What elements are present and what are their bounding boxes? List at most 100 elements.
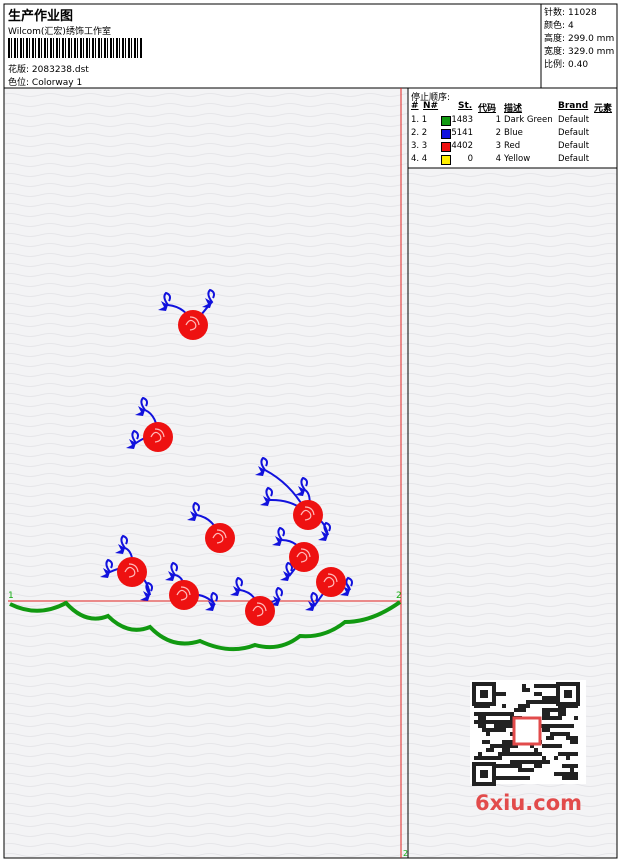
- qr-cell: [518, 760, 522, 764]
- qr-cell: [534, 752, 538, 756]
- stat-row: 高度: 299.0 mm: [544, 31, 614, 44]
- qr-cell: [498, 728, 502, 732]
- leaf: [272, 536, 282, 546]
- tendril: [300, 476, 311, 516]
- qr-cell: [550, 716, 554, 720]
- qr-cell: [526, 700, 530, 704]
- color-swatch: [441, 155, 451, 165]
- qr-cell: [526, 776, 530, 780]
- leaf: [126, 439, 136, 449]
- qr-cell: [538, 692, 542, 696]
- rose: [117, 557, 147, 587]
- brand: Default: [558, 141, 590, 151]
- stat-row: 比例: 0.40: [544, 57, 614, 70]
- qr-cell: [542, 708, 546, 712]
- stop-table: # N# St. 代码 描述 Brand 元素 1. 1 1483 1 Dark Green Defa…: [410, 101, 616, 167]
- stat-label: 针数:: [544, 8, 566, 18]
- qr-cell: [522, 704, 526, 708]
- qr-cell: [562, 724, 566, 728]
- rose: [205, 523, 235, 553]
- qr-cell: [562, 776, 566, 780]
- row-index: 2. 2: [411, 128, 428, 138]
- qr-cell: [562, 772, 566, 776]
- qr-cell: [530, 700, 534, 704]
- stitches: 0: [467, 154, 473, 164]
- qr-cell: [570, 776, 574, 780]
- qr-cell: [482, 716, 486, 720]
- qr-cell: [494, 720, 498, 724]
- qr-cell: [534, 764, 538, 768]
- qr-cell: [502, 724, 506, 728]
- qr-cell: [574, 736, 578, 740]
- qr-cell: [546, 760, 550, 764]
- stat-row: 针数: 11028: [544, 5, 614, 18]
- qr-cell: [542, 712, 546, 716]
- qr-cell: [570, 752, 574, 756]
- barcode: [8, 38, 142, 58]
- tendril: [163, 291, 194, 326]
- design-value: 2083238.dst: [31, 65, 89, 75]
- qr-code: [470, 680, 586, 786]
- qr-cell: [570, 768, 574, 772]
- rose: [178, 310, 208, 340]
- brand: Default: [558, 128, 590, 138]
- color-swatch: [441, 142, 451, 152]
- colorway-value: Colorway 1: [31, 78, 83, 88]
- qr-cell: [550, 736, 554, 740]
- qr-cell: [490, 756, 494, 760]
- qr-cell: [570, 740, 574, 744]
- qr-cell: [538, 764, 542, 768]
- flowers: [100, 288, 353, 626]
- leaf: [280, 571, 290, 581]
- qr-cell: [558, 744, 562, 748]
- qr-cell: [518, 704, 522, 708]
- qr-cell: [478, 712, 482, 716]
- leaf: [255, 466, 265, 476]
- qr-cell: [510, 760, 514, 764]
- qr-cell: [502, 712, 506, 716]
- qr-cell: [550, 724, 554, 728]
- qr-cell: [546, 712, 550, 716]
- qr-cell: [486, 748, 490, 752]
- qr-cell: [550, 700, 554, 704]
- qr-cell: [482, 712, 486, 716]
- qr-cell: [490, 728, 494, 732]
- qr-cell: [518, 768, 522, 772]
- brand: Default: [558, 115, 590, 125]
- qr-cell: [534, 684, 538, 688]
- qr-cell: [510, 764, 514, 768]
- qr-cell: [478, 716, 482, 720]
- leaf: [295, 486, 305, 496]
- qr-cell: [510, 744, 514, 748]
- description: Dark Green: [504, 115, 553, 125]
- rose-swirl: [212, 529, 227, 544]
- rose-swirl: [300, 506, 315, 521]
- rose: [143, 422, 173, 452]
- brand: Default: [558, 154, 590, 164]
- tendril: [192, 501, 221, 539]
- tendril: [260, 456, 309, 516]
- row-index: 1. 1: [411, 115, 428, 125]
- qr-cell: [538, 700, 542, 704]
- qr-cell: [526, 688, 530, 692]
- column-header: 元素: [594, 104, 613, 114]
- design-label: 花版:: [8, 65, 30, 75]
- qr-cell: [478, 724, 482, 728]
- qr-cell: [510, 776, 514, 780]
- qr-cell: [534, 760, 538, 764]
- rose-swirl: [323, 573, 338, 588]
- title: 生产作业图: [8, 9, 74, 24]
- qr-cell: [554, 724, 558, 728]
- qr-cell: [526, 752, 530, 756]
- description: Red: [504, 141, 521, 151]
- rose: [293, 500, 323, 530]
- qr-cell: [518, 708, 522, 712]
- qr-cell: [478, 752, 482, 756]
- qr-cell: [558, 724, 562, 728]
- qr-cell: [530, 768, 534, 772]
- qr-cell: [562, 712, 566, 716]
- qr-cell: [510, 720, 514, 724]
- leaf: [165, 571, 175, 581]
- stat-value: 299.0 mm: [568, 34, 615, 44]
- color-swatch: [441, 129, 451, 139]
